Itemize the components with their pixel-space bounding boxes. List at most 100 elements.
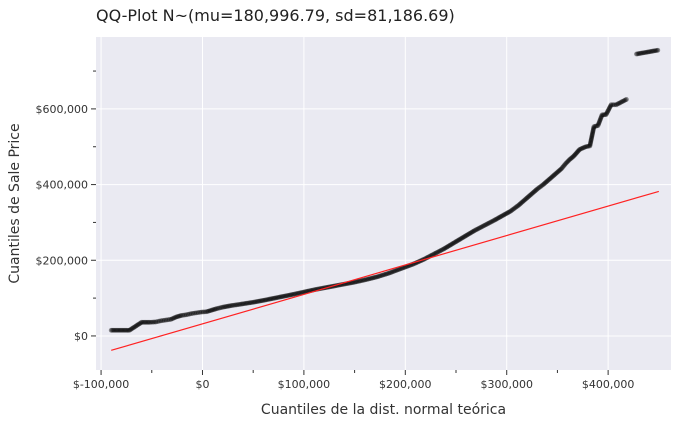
data-point (542, 180, 548, 186)
data-point (284, 293, 289, 299)
data-point (530, 190, 536, 196)
data-point (538, 183, 544, 189)
data-point (523, 196, 529, 202)
data-point (437, 248, 443, 254)
data-point (383, 271, 389, 277)
data-point (355, 279, 361, 284)
data-point (495, 215, 501, 221)
data-point (483, 222, 489, 228)
data-point (479, 224, 485, 230)
data-point (392, 268, 397, 274)
data-points (108, 47, 661, 333)
data-point (354, 279, 360, 285)
data-point (500, 213, 506, 219)
data-point (441, 246, 447, 252)
data-point (543, 179, 549, 185)
data-point (597, 119, 602, 124)
x-tick-label: $200,000 (379, 378, 432, 391)
data-point (277, 294, 283, 300)
data-point (635, 51, 641, 57)
data-point (598, 116, 603, 122)
data-point (297, 290, 303, 296)
data-point (613, 102, 619, 108)
data-point (213, 306, 218, 312)
data-point (153, 319, 159, 325)
data-point (591, 125, 597, 131)
data-point (110, 327, 115, 333)
data-point (363, 277, 369, 283)
data-point (516, 202, 522, 208)
data-point (211, 307, 217, 312)
data-point (575, 148, 581, 154)
data-point (232, 302, 238, 308)
data-point (435, 249, 440, 255)
data-point (138, 320, 143, 326)
data-point (563, 161, 568, 167)
data-point (502, 211, 508, 217)
data-point (128, 327, 133, 332)
data-point (460, 235, 466, 240)
data-point (367, 276, 373, 281)
data-point (640, 50, 646, 56)
data-point (379, 272, 385, 278)
data-point (269, 296, 275, 302)
data-point (604, 110, 610, 116)
data-point (261, 297, 267, 303)
data-point (433, 250, 439, 256)
data-point (350, 280, 355, 285)
data-point (594, 123, 600, 129)
data-point (195, 310, 201, 316)
data-point (258, 298, 264, 304)
data-point (590, 126, 596, 132)
data-point (606, 106, 612, 111)
data-point (358, 278, 364, 284)
data-point (223, 304, 228, 310)
data-point (366, 276, 372, 282)
data-point (163, 317, 169, 323)
data-point (158, 318, 164, 324)
data-point (453, 239, 459, 244)
data-point (639, 50, 645, 56)
data-point (488, 219, 494, 225)
data-point (552, 171, 558, 177)
data-point (289, 292, 295, 298)
data-point (497, 214, 503, 220)
data-point (445, 243, 451, 249)
data-point (375, 274, 381, 279)
axis-ticks (91, 70, 609, 375)
data-point (573, 150, 579, 156)
data-point (531, 189, 537, 195)
data-point (524, 195, 530, 201)
data-point (551, 172, 557, 178)
data-point (301, 289, 307, 295)
data-point (465, 232, 470, 238)
data-point (119, 327, 125, 333)
data-point (265, 297, 271, 302)
data-point (130, 325, 136, 331)
data-point (559, 166, 564, 172)
data-point (356, 278, 362, 284)
data-point (622, 97, 628, 103)
data-point (238, 301, 244, 307)
data-point (160, 318, 165, 323)
data-point (262, 297, 268, 303)
data-point (467, 231, 473, 236)
data-point (528, 192, 534, 197)
data-point (603, 112, 609, 117)
data-point (266, 296, 272, 302)
data-point (589, 135, 594, 141)
data-point (576, 147, 582, 153)
data-point (121, 327, 127, 333)
data-point (373, 274, 378, 280)
data-point (584, 144, 590, 149)
data-point (242, 301, 248, 306)
data-point (589, 132, 595, 137)
data-point (140, 319, 146, 325)
data-point (510, 206, 516, 212)
data-point (221, 304, 227, 310)
data-point (111, 327, 117, 333)
data-point (447, 243, 452, 248)
data-point (459, 235, 465, 241)
x-axis-label: Cuantiles de la dist. normal teórica (261, 402, 506, 418)
